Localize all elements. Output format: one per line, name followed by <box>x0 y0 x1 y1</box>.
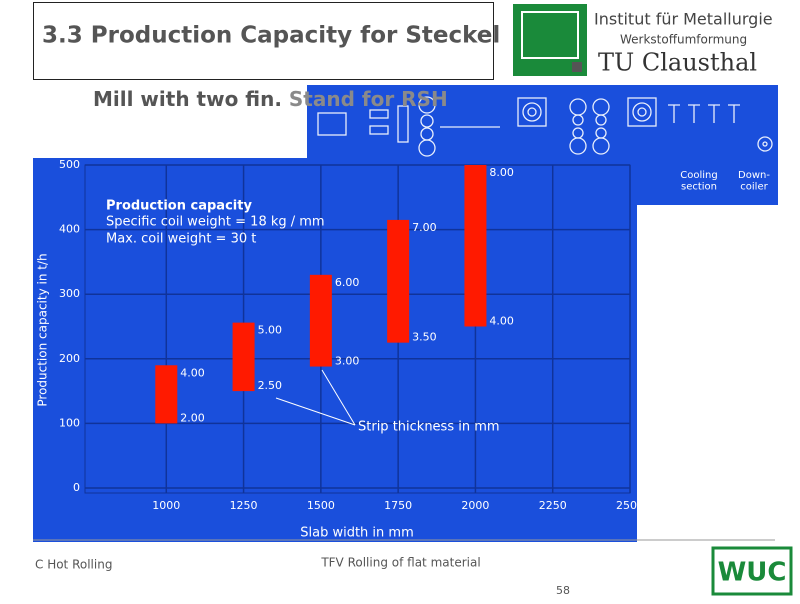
top-label: 5.00 <box>258 324 283 337</box>
callout: Strip thickness in mm <box>358 420 500 435</box>
top-label: 7.00 <box>412 221 437 234</box>
annotation-line: Specific coil weight = 18 kg / mm <box>106 215 325 230</box>
annotation-title: Production capacity <box>106 199 252 214</box>
bottom-label: 3.50 <box>412 331 437 344</box>
x-tick-label: 2000 <box>461 499 489 512</box>
mill-diagram <box>317 96 773 157</box>
subtitle-part: Stand for RSH <box>289 87 448 111</box>
y-tick-label: 200 <box>59 352 80 365</box>
y-tick-label: 500 <box>59 158 80 171</box>
bottom-label: 3.00 <box>335 355 360 368</box>
bottom-label: 2.00 <box>180 411 205 424</box>
y-tick-label: 0 <box>73 481 80 494</box>
range-bar <box>155 365 178 424</box>
slide-title: 3.3 Production Capacity for Steckel <box>42 23 500 49</box>
bullet <box>572 62 582 72</box>
subtitle-part: Mill with two fin. <box>93 87 282 111</box>
y-tick-label: 400 <box>59 223 80 236</box>
x-tick-label: 1500 <box>307 499 335 512</box>
y-axis-title: Production capacity in t/h <box>36 253 50 406</box>
x-tick-label: 1250 <box>230 499 258 512</box>
slide-subtitle: Mill with two fin. Stand for RSH <box>93 87 448 111</box>
diagram-label: Cooling section <box>680 170 717 193</box>
footer-left: C Hot Rolling <box>35 558 112 572</box>
top-label: 4.00 <box>180 366 205 379</box>
callout-line <box>321 369 356 426</box>
institute: Institut für Metallurgie <box>594 10 773 29</box>
x-tick-label: 2250 <box>539 499 567 512</box>
crest-shape <box>521 11 579 59</box>
chart: 0 100 200 300 400 500 1000 1250 1500 1750 2000 2250… <box>33 158 644 542</box>
logo-box <box>711 546 793 596</box>
diagram-label: Down-coiler <box>738 170 770 193</box>
annotation-line: Max. coil weight = 30 t <box>106 232 256 247</box>
bottom-label: 4.00 <box>489 315 514 328</box>
footer-center: TFV Rolling of flat material <box>320 556 480 570</box>
department: Werkstoffumformung <box>620 33 747 47</box>
chart-background <box>33 158 637 542</box>
title-box <box>33 2 494 80</box>
top-label: 8.00 <box>489 166 514 179</box>
range-bar <box>309 274 332 367</box>
top-label: 6.00 <box>335 276 360 289</box>
range-bar <box>464 165 487 327</box>
callout-line <box>275 397 356 426</box>
x-tick-label: 2500 <box>616 499 644 512</box>
x-axis-title: Slab width in mm <box>300 526 414 541</box>
page-number: 58 <box>556 584 570 597</box>
y-tick-label: 100 <box>59 416 80 429</box>
range-bar <box>387 219 410 343</box>
logo: WUC <box>718 558 787 588</box>
x-tick-label: 1750 <box>384 499 412 512</box>
range-bar <box>232 322 255 392</box>
university: TU Clausthal <box>598 49 757 77</box>
x-tick-label: 1000 <box>152 499 180 512</box>
y-tick-label: 300 <box>59 287 80 300</box>
bottom-label: 2.50 <box>258 379 283 392</box>
